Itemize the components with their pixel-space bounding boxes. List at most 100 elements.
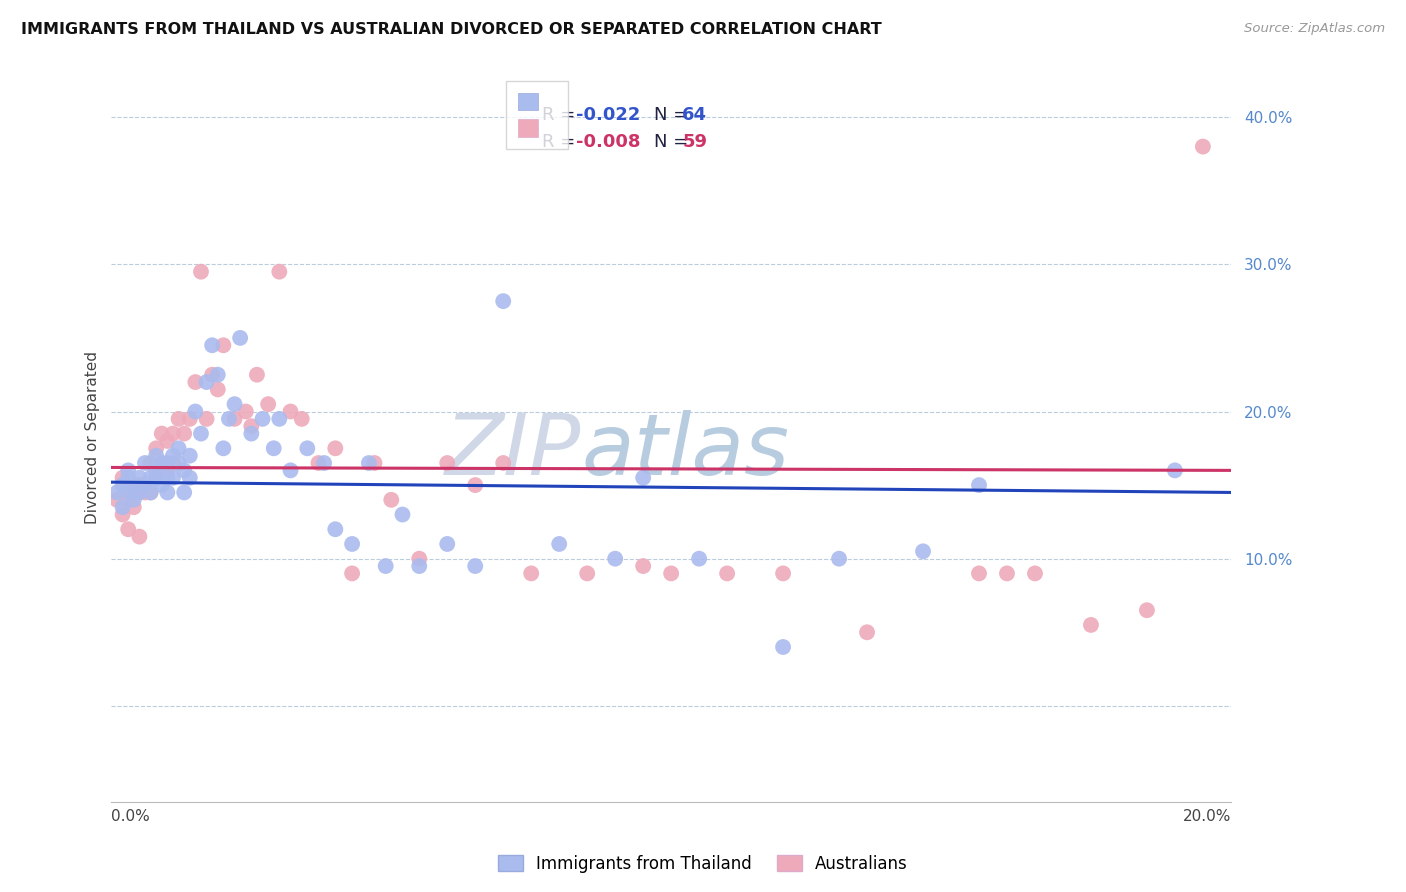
Point xyxy=(323,522,346,536)
Point xyxy=(167,456,190,470)
Point xyxy=(145,449,167,463)
Y-axis label: Divorced or Separated: Divorced or Separated xyxy=(86,351,100,524)
Point xyxy=(380,492,402,507)
Point xyxy=(111,508,134,522)
Point xyxy=(269,412,291,426)
Point xyxy=(631,471,654,485)
Point xyxy=(162,456,184,470)
Point xyxy=(139,485,162,500)
Point xyxy=(139,456,162,470)
Point xyxy=(184,404,207,418)
Point xyxy=(122,478,145,492)
Point xyxy=(156,471,179,485)
Point xyxy=(1024,566,1046,581)
Point xyxy=(492,456,515,470)
Point xyxy=(173,485,195,500)
Text: 20.0%: 20.0% xyxy=(1182,809,1230,824)
Point xyxy=(1080,618,1102,632)
Point xyxy=(1136,603,1159,617)
Point xyxy=(201,368,224,382)
Point xyxy=(631,559,654,574)
Point xyxy=(357,456,380,470)
Point xyxy=(134,478,156,492)
Point xyxy=(128,478,150,492)
Point xyxy=(139,471,162,485)
Point xyxy=(548,537,571,551)
Point xyxy=(520,566,543,581)
Text: R =: R = xyxy=(543,106,582,124)
Point xyxy=(828,551,851,566)
Legend: Immigrants from Thailand, Australians: Immigrants from Thailand, Australians xyxy=(491,848,915,880)
Point xyxy=(117,463,139,477)
Text: Source: ZipAtlas.com: Source: ZipAtlas.com xyxy=(1244,22,1385,36)
Point xyxy=(967,478,990,492)
Point xyxy=(911,544,934,558)
Point xyxy=(150,426,173,441)
Text: 0.0%: 0.0% xyxy=(111,809,150,824)
Text: -0.008: -0.008 xyxy=(576,133,641,151)
Point xyxy=(117,471,139,485)
Point xyxy=(139,485,162,500)
Point xyxy=(111,500,134,515)
Point xyxy=(967,566,990,581)
Point xyxy=(240,426,263,441)
Point xyxy=(117,522,139,536)
Point xyxy=(229,331,252,345)
Point xyxy=(297,442,319,456)
Text: N =: N = xyxy=(654,133,695,151)
Point xyxy=(308,456,330,470)
Point xyxy=(314,456,336,470)
Point xyxy=(374,559,396,574)
Point xyxy=(240,419,263,434)
Point xyxy=(252,412,274,426)
Point xyxy=(128,471,150,485)
Point xyxy=(173,426,195,441)
Point xyxy=(122,500,145,515)
Point xyxy=(576,566,599,581)
Point xyxy=(688,551,710,566)
Point xyxy=(145,463,167,477)
Point xyxy=(323,442,346,456)
Point xyxy=(1192,139,1215,153)
Point xyxy=(716,566,738,581)
Point xyxy=(212,338,235,352)
Point xyxy=(246,368,269,382)
Text: IMMIGRANTS FROM THAILAND VS AUSTRALIAN DIVORCED OR SEPARATED CORRELATION CHART: IMMIGRANTS FROM THAILAND VS AUSTRALIAN D… xyxy=(21,22,882,37)
Point xyxy=(145,442,167,456)
Point xyxy=(492,294,515,309)
Point xyxy=(207,383,229,397)
Point xyxy=(145,471,167,485)
Point xyxy=(408,559,430,574)
Point xyxy=(122,492,145,507)
Point xyxy=(105,492,128,507)
Point xyxy=(167,442,190,456)
Point xyxy=(145,471,167,485)
Point xyxy=(436,537,458,551)
Point xyxy=(856,625,879,640)
Point xyxy=(122,485,145,500)
Point xyxy=(156,463,179,477)
Point xyxy=(184,375,207,389)
Point xyxy=(659,566,682,581)
Point xyxy=(224,397,246,411)
Point xyxy=(150,456,173,470)
Text: N =: N = xyxy=(654,106,695,124)
Point xyxy=(195,412,218,426)
Point xyxy=(195,375,218,389)
Point xyxy=(162,426,184,441)
Point xyxy=(772,566,794,581)
Point xyxy=(224,412,246,426)
Text: 64: 64 xyxy=(682,106,707,124)
Point xyxy=(162,471,184,485)
Point xyxy=(280,463,302,477)
Point xyxy=(117,485,139,500)
Point xyxy=(111,471,134,485)
Text: R =: R = xyxy=(543,133,582,151)
Legend:  ,  : , xyxy=(506,81,568,149)
Point xyxy=(257,397,280,411)
Point xyxy=(207,368,229,382)
Point xyxy=(117,492,139,507)
Point xyxy=(1164,463,1187,477)
Point xyxy=(212,442,235,456)
Text: -0.022: -0.022 xyxy=(576,106,640,124)
